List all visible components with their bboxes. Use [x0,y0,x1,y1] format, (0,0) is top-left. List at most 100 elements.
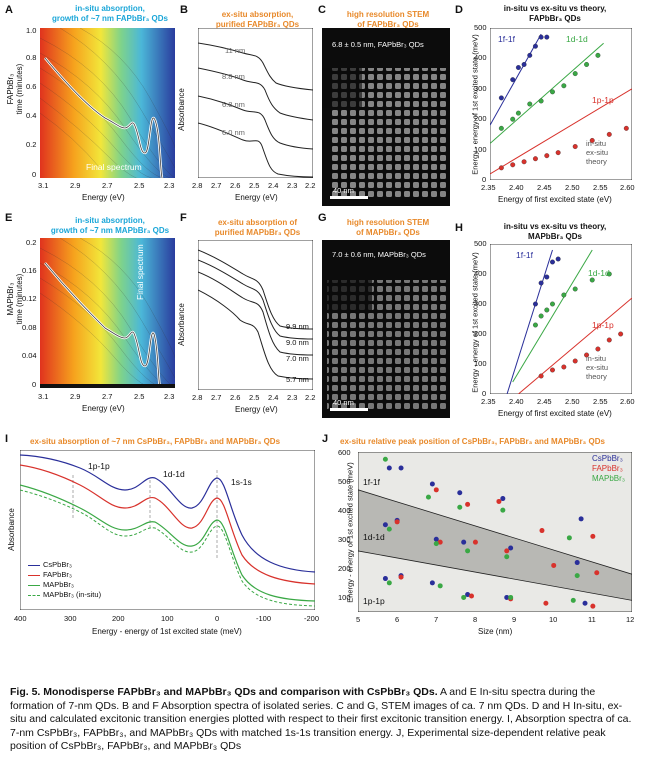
data-point [550,367,555,373]
panel-h-ytick: 0 [482,389,487,398]
panel-h-plot [490,244,632,394]
data-point [386,465,392,471]
data-point [606,337,612,343]
legend-line-icon [28,584,40,586]
panel-f-xtick: 2.5 [249,393,260,402]
panel-j-label: J [322,433,329,445]
data-point [574,573,580,579]
panel-c-title-line2: of FAPbBr₃ QDs [357,20,419,29]
panel-j-xtick: 8 [473,615,478,624]
panel-i-xtick: 300 [64,614,77,623]
panel-e-ytick: 0.12 [22,294,37,303]
panel-b-xtick: 2.8 [192,181,203,190]
panel-i-xtick: -200 [304,614,320,623]
panel-j-ytick: 600 [338,448,351,457]
panel-j-xtick: 11 [588,615,596,624]
panel-a-ytick: 0.8 [26,53,37,62]
data-point [498,165,504,171]
panel-d-label-1d: 1d-1d [566,34,588,44]
data-point [589,277,595,283]
panel-d-title: in-situ vs ex-situ vs theory, FAPbBr₃ QD… [470,4,640,24]
panel-f-xtick: 2.4 [268,393,279,402]
data-point [532,43,538,49]
data-point [500,496,506,502]
panel-j-ytick: 500 [338,477,351,486]
panel-h-ytick: 100 [474,359,487,368]
panel-j-band-label: 1p-1p [363,596,385,606]
panel-e-xlabel: Energy (eV) [82,404,125,413]
data-point [574,560,580,566]
panel-e-ylabel-line1: MAPbBr₃ [6,282,15,316]
panel-e-title-line2: growth of ~7 nm MAPbBr₃ QDs [50,226,170,235]
panel-h-xtick: 2.50 [565,397,580,406]
panel-e-label: E [5,212,13,224]
panel-b-size-label: 8.8 nm [222,72,245,81]
panel-a-ylabel-line1: FAPbBr₃ [6,73,15,105]
panel-f-xtick: 2.6 [230,393,241,402]
data-point [532,156,538,162]
panel-g-title-line1: high resolution STEM [346,218,430,227]
data-point [538,280,544,286]
panel-b-xtick: 2.3 [287,181,298,190]
panel-g-title-line2: of MAPbBr₃ QDs [356,228,420,237]
band-region [358,489,632,601]
panel-a-title: in-situ absorption, growth of ~7 nm FAPb… [40,4,180,24]
data-point [561,364,567,370]
panel-h-label-1f: 1f-1f [516,250,534,260]
data-point [543,600,549,606]
data-point [538,313,544,319]
panel-f-size-label: 9.0 nm [286,338,309,347]
panel-a-xtick: 2.5 [134,181,145,190]
data-point [566,535,572,541]
panel-j-ytick: 200 [338,564,351,573]
panel-c-size-note: 6.8 ± 0.5 nm, FAPbBr₃ QDs [332,40,424,49]
data-point [590,603,596,609]
panel-j-band-label: 1f-1f [363,477,381,487]
panel-f-label: F [180,212,187,224]
panel-i-legend: CsPbBr₃ FAPbBr₃ MAPbBr₃ MAPbBr₃ (in-situ… [28,560,101,600]
panel-i-spectra [20,450,315,610]
data-point [539,528,545,534]
panel-e-title: in-situ absorption, growth of ~7 nm MAPb… [40,216,180,236]
data-point [538,98,544,104]
panel-f-ylabel: Absorbance [176,303,186,346]
panel-b-size-label: 6.8 nm [222,100,245,109]
data-point [570,597,576,603]
panel-a-xtick: 3.1 [38,181,49,190]
panel-a-xtick: 2.3 [164,181,175,190]
data-point [555,150,561,156]
data-point [578,516,584,522]
panel-f-xlabel: Energy (eV) [235,405,278,414]
panel-d-legend: in-situ ex-situ theory [586,139,608,166]
data-point [498,95,504,101]
data-point [582,600,588,606]
panel-j-xtick: 5 [356,615,361,624]
panel-e-xtick: 2.7 [102,392,113,401]
data-point [433,536,439,542]
panel-g-label: G [318,212,327,224]
data-point [465,501,471,507]
panel-h-xlabel: Energy of first excited state (eV) [498,409,612,418]
panel-f-size-label: 9.9 nm [286,322,309,331]
panel-b-ylabel: Absorbance [176,88,186,131]
panel-h-legend-item: theory [586,372,607,381]
panel-h-label: H [455,222,463,234]
theory-line [490,42,604,144]
data-point [561,292,567,298]
panel-e-xtick: 2.5 [134,392,145,401]
data-point [472,539,478,545]
data-point [544,34,550,40]
panel-j-xtick: 9 [512,615,517,624]
panel-h-ytick: 300 [474,299,487,308]
panel-a-xlabel: Energy (eV) [82,193,125,202]
data-point [433,541,439,547]
data-point [623,125,629,131]
panel-d-xlabel: Energy of first excited state (eV) [498,195,612,204]
panel-e-ytick: 0.2 [26,238,37,247]
data-point [394,519,400,525]
panel-i-legend-item: CsPbBr₃ [28,560,101,570]
data-point [437,583,443,589]
panel-a-ylabel: FAPbBr₃ time (minutes) [6,49,24,129]
panel-h-legend-item: ex-situ [586,363,609,372]
data-point [521,62,527,67]
